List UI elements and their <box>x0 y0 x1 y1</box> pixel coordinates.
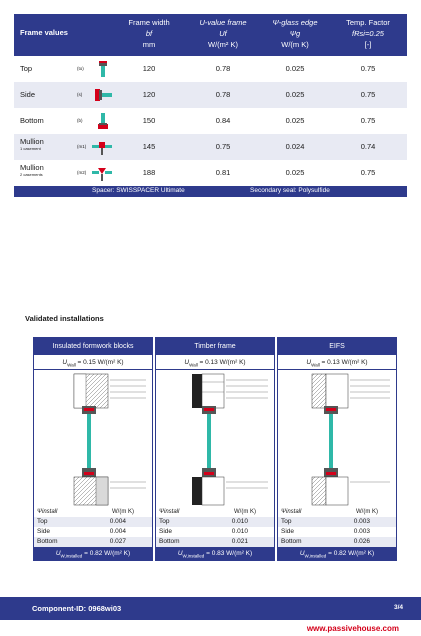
frame-values-label: Frame values <box>20 28 68 37</box>
website-link[interactable]: www.passivehouse.com <box>306 624 399 633</box>
psi-install-header: Ψinstall W/(m K) <box>159 509 256 515</box>
timber-frame-section-icon <box>192 373 268 506</box>
table-row: Bottom 0.026 <box>278 537 396 547</box>
table-row: Bottom 0.021 <box>156 537 274 547</box>
formwork-block-section-icon <box>73 373 146 506</box>
col-psi-glass-edge: Ψ-glass edge Ψg W/(m K) <box>272 18 318 49</box>
installation-panel: Insulated formwork blocks UWall = 0.15 W… <box>33 337 153 561</box>
frame-values-table: Frame values Frame width bf mm U-value f… <box>14 14 407 197</box>
spacer-note: Spacer: SWISSPACER Ultimate <box>92 187 185 194</box>
frame-top-icon <box>99 61 107 77</box>
page-number: 3/4 <box>393 604 403 611</box>
col-u-value-frame: U-value frame Uf W/(m² K) <box>199 18 247 49</box>
installation-panel: Timber frame UWall = 0.13 W/(m² K) Ψinst… <box>155 337 275 561</box>
panel-title: EIFS <box>278 338 396 355</box>
table-row: Top 0.010 <box>156 517 274 527</box>
secondary-seal-note: Secondary seal: Polysulfide <box>250 187 330 194</box>
col-temp-factor: Temp. Factor fRsi=0.25 [-] <box>346 18 390 49</box>
uw-installed-value: UW,installed = 0.83 W/(m² K) <box>156 547 274 560</box>
panel-title: Insulated formwork blocks <box>34 338 152 355</box>
u-wall-value: UWall = 0.15 W/(m² K) <box>34 355 152 370</box>
validated-installations-title: Validated installations <box>25 314 104 323</box>
component-id: Component-ID: 0968wi03 <box>32 604 122 613</box>
psi-install-header: Ψinstall W/(m K) <box>37 509 134 515</box>
frame-bottom-icon <box>98 113 108 129</box>
psi-install-header: Ψinstall W/(m K) <box>281 509 378 515</box>
mullion-two-casements-icon <box>92 168 112 181</box>
installation-drawing <box>156 370 274 507</box>
table-row: Top 0.003 <box>278 517 396 527</box>
table-row: Mullion 2 casements (m2) 188 0.81 0.025 … <box>14 160 407 186</box>
frame-table-footer: Spacer: SWISSPACER Ultimate Secondary se… <box>14 186 407 197</box>
frame-table-header: Frame values Frame width bf mm U-value f… <box>14 14 407 56</box>
u-wall-value: UWall = 0.13 W/(m² K) <box>156 355 274 370</box>
eifs-section-icon <box>311 373 390 506</box>
footer-bar: Component-ID: 0968wi03 3/4 <box>0 597 421 620</box>
table-row: Top (to) 120 0.78 0.025 0.75 <box>14 56 407 82</box>
table-row: Top 0.004 <box>34 517 152 527</box>
table-row: Mullion 1 casement (m1) 145 0.75 0.024 0… <box>14 134 407 160</box>
table-row: Side (s) 120 0.78 0.025 0.75 <box>14 82 407 108</box>
installation-panel: EIFS UWall = 0.13 W/(m² K) Ψinstall W/(m… <box>277 337 397 561</box>
frame-side-icon <box>95 89 112 101</box>
table-row: Bottom (b) 150 0.84 0.025 0.75 <box>14 108 407 134</box>
panel-title: Timber frame <box>156 338 274 355</box>
uw-installed-value: UW,installed = 0.82 W/(m² K) <box>278 547 396 560</box>
table-row: Side 0.010 <box>159 528 248 535</box>
table-row: Side 0.004 <box>37 528 126 535</box>
col-frame-width: Frame width bf mm <box>128 18 170 49</box>
uw-installed-value: UW,installed = 0.82 W/(m² K) <box>34 547 152 560</box>
installation-drawing <box>34 370 152 507</box>
mullion-one-casement-icon <box>92 142 112 155</box>
table-row: Bottom 0.027 <box>34 537 152 547</box>
u-wall-value: UWall = 0.13 W/(m² K) <box>278 355 396 370</box>
table-row: Side 0.003 <box>281 528 370 535</box>
installation-drawing <box>278 370 396 507</box>
